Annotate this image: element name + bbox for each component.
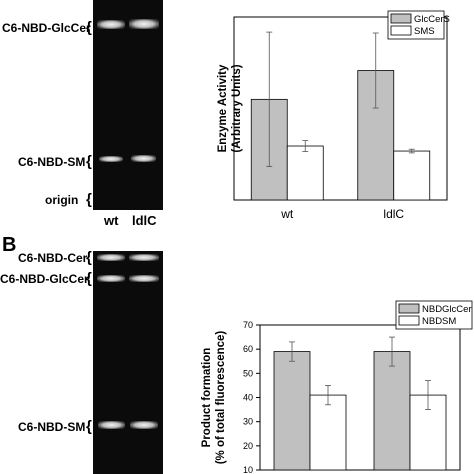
- legend-label: SMS: [414, 26, 435, 37]
- gel-label-origin: origin: [45, 193, 79, 207]
- gel-label-sm: C6-NBD-SM: [18, 155, 86, 169]
- y-tick-label: 60: [243, 344, 253, 354]
- lane-label-wt: wt: [104, 213, 119, 228]
- gel-band: [97, 20, 125, 29]
- gel-band: [99, 156, 123, 162]
- gel-label-glccer: C6-NBD-GlcCer: [2, 21, 91, 35]
- brace-glccer: {: [86, 19, 92, 36]
- legend-swatch: [390, 13, 412, 24]
- y-tick-label: 50: [243, 368, 253, 378]
- legend-label: GlcCerS: [414, 14, 450, 25]
- gel-band: [98, 421, 125, 429]
- gel-band: [131, 155, 156, 162]
- bar-sms: [393, 150, 431, 201]
- lane-label-ldlc: ldlC: [132, 213, 157, 228]
- brace-sm-b: {: [86, 418, 92, 435]
- gel-image-b: [93, 251, 163, 474]
- gel-band: [129, 19, 159, 29]
- y-tick-label: 10: [243, 465, 253, 474]
- legend-label: NBDGlcCer: [422, 304, 472, 315]
- brace-cer: {: [86, 249, 92, 266]
- gel-label-cer: C6-NBD-Cer: [18, 251, 88, 265]
- gel-label-glccer-b: C6-NBD-GlcCer: [0, 272, 89, 286]
- gel-band: [129, 254, 159, 261]
- gel-band: [129, 275, 159, 282]
- x-tick-label: wt: [280, 207, 294, 221]
- legend-swatch: [398, 303, 420, 314]
- brace-sm: {: [86, 153, 92, 170]
- bar-nbdsm: [309, 394, 347, 471]
- y-axis-label: Product formation: [201, 348, 213, 448]
- bar-nbdglccer: [273, 351, 311, 471]
- y-axis-label: (Arbitrary Units): [231, 64, 243, 152]
- gel-band: [97, 275, 125, 282]
- bar-sms: [286, 145, 324, 201]
- gel-label-sm-b: C6-NBD-SM: [18, 420, 86, 434]
- plot-frame: [233, 16, 448, 201]
- legend-swatch: [390, 25, 412, 36]
- brace-origin: {: [86, 191, 92, 208]
- y-axis-label: (% of total fluorescence): [215, 331, 227, 465]
- panel-letter-b: B: [2, 234, 17, 256]
- y-tick-label: 30: [243, 417, 253, 427]
- brace-glccer-b: {: [86, 270, 92, 287]
- gel-band: [130, 421, 158, 429]
- bar-nbdglccer: [373, 351, 411, 471]
- y-axis-label: Enzyme Activity: [217, 64, 229, 152]
- y-tick-label: 70: [243, 320, 253, 330]
- y-tick-label: 40: [243, 393, 253, 403]
- x-tick-label: ldlC: [383, 207, 404, 221]
- gel-band: [97, 254, 125, 261]
- legend-swatch: [398, 315, 420, 326]
- gel-image-a: [93, 0, 163, 210]
- legend-label: NBDSM: [422, 316, 456, 327]
- y-tick-label: 20: [243, 441, 253, 451]
